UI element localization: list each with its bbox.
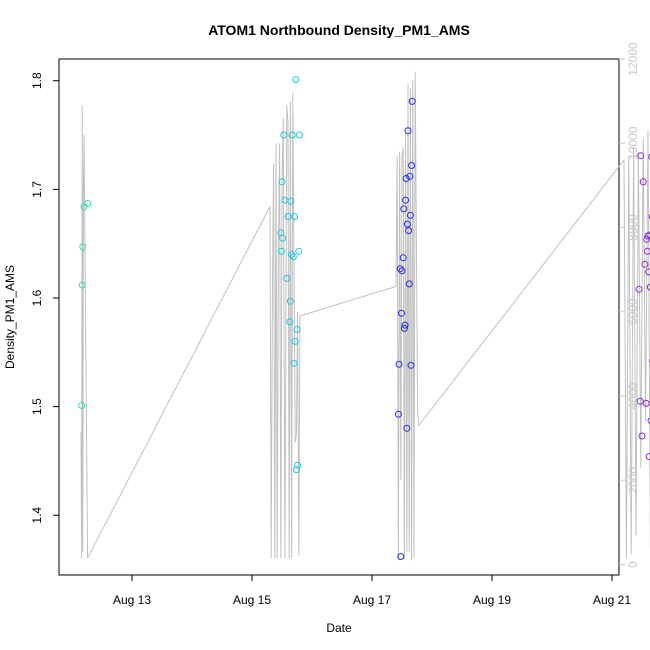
- data-point: [645, 453, 650, 461]
- data-point: [288, 251, 296, 258]
- points-layer: [78, 76, 650, 560]
- y2-tick-label: 12000: [626, 42, 640, 76]
- data-point: [406, 172, 414, 180]
- data-point: [291, 337, 299, 345]
- secondary-series-layer: [80, 71, 650, 561]
- data-point: [637, 152, 645, 160]
- data-point: [284, 213, 292, 220]
- x-tick-label: Aug 21: [593, 593, 631, 607]
- y2-tick-label: 0: [626, 561, 640, 568]
- y-axis: 1.4 1.5 1.6 1.7 1.8: [30, 72, 59, 524]
- data-point: [635, 285, 643, 293]
- y2-tick-label: 2000: [626, 467, 640, 494]
- data-point: [405, 280, 413, 288]
- data-point: [289, 253, 297, 261]
- data-point: [395, 360, 403, 368]
- data-point: [394, 410, 402, 418]
- data-point: [286, 297, 294, 305]
- data-point: [397, 553, 405, 560]
- data-point: [404, 127, 412, 135]
- data-point: [291, 213, 299, 220]
- data-point: [647, 417, 650, 425]
- x-tick-label: Aug 17: [353, 593, 391, 607]
- data-point: [641, 260, 649, 268]
- y2-tick-label: 8000: [626, 214, 640, 241]
- y-tick-label: 1.8: [30, 72, 44, 89]
- data-point: [402, 175, 410, 182]
- data-point: [292, 466, 300, 474]
- y-tick-label: 1.4: [30, 507, 44, 524]
- data-point: [401, 321, 409, 329]
- data-point: [407, 361, 415, 369]
- y2-axis: 0 2000 4000 6000 8000 10000 12000: [619, 42, 640, 568]
- data-point: [84, 200, 92, 207]
- data-point: [643, 247, 650, 255]
- data-point: [645, 268, 650, 276]
- data-point: [406, 211, 414, 219]
- y2-tick-label: 10000: [626, 126, 640, 160]
- data-point: [294, 461, 302, 469]
- data-point: [408, 162, 416, 169]
- chart-title: ATOM1 Northbound Density_PM1_AMS: [208, 22, 470, 38]
- y2-tick-label: 6000: [626, 298, 640, 325]
- data-point: [288, 131, 296, 139]
- data-point: [286, 318, 294, 326]
- data-point: [78, 402, 86, 409]
- data-point: [398, 267, 406, 275]
- data-point: [78, 281, 86, 289]
- x-axis-label: Date: [326, 621, 352, 635]
- x-tick-label: Aug 15: [233, 593, 271, 607]
- data-point: [292, 76, 300, 84]
- data-point: [400, 324, 408, 332]
- data-point: [79, 243, 87, 251]
- data-point: [403, 220, 411, 228]
- x-tick-label: Aug 13: [113, 593, 151, 607]
- data-point: [397, 309, 405, 317]
- data-point: [638, 432, 646, 440]
- data-point: [293, 326, 301, 333]
- data-point: [648, 213, 650, 220]
- y-tick-label: 1.5: [30, 398, 44, 415]
- data-point: [287, 197, 295, 205]
- data-point: [408, 97, 416, 105]
- data-point: [279, 234, 287, 242]
- data-point: [399, 254, 407, 262]
- data-point: [396, 265, 404, 273]
- y2-tick-label: 4000: [626, 382, 640, 409]
- data-point: [648, 153, 650, 160]
- y-tick-label: 1.6: [30, 289, 44, 306]
- data-point: [639, 178, 647, 186]
- data-point: [400, 205, 408, 213]
- x-tick-label: Aug 19: [473, 593, 511, 607]
- data-point: [277, 247, 285, 255]
- data-point: [278, 178, 286, 186]
- plot-frame: [58, 58, 620, 576]
- data-point: [280, 131, 288, 139]
- data-point: [646, 283, 650, 291]
- data-point: [295, 131, 303, 139]
- secondary-series-line: [80, 71, 650, 561]
- data-point: [402, 196, 410, 204]
- data-point: [403, 424, 411, 432]
- x-axis: Aug 13 Aug 15 Aug 17 Aug 19 Aug 21: [113, 575, 631, 607]
- data-point: [644, 232, 650, 240]
- data-point: [636, 397, 644, 405]
- data-point: [283, 274, 291, 282]
- data-point: [290, 359, 298, 367]
- data-point: [642, 399, 650, 407]
- data-point: [405, 227, 413, 235]
- data-point: [295, 247, 303, 255]
- y-tick-label: 1.7: [30, 181, 44, 198]
- data-point: [281, 196, 289, 204]
- y-axis-label: Density_PM1_AMS: [3, 265, 17, 369]
